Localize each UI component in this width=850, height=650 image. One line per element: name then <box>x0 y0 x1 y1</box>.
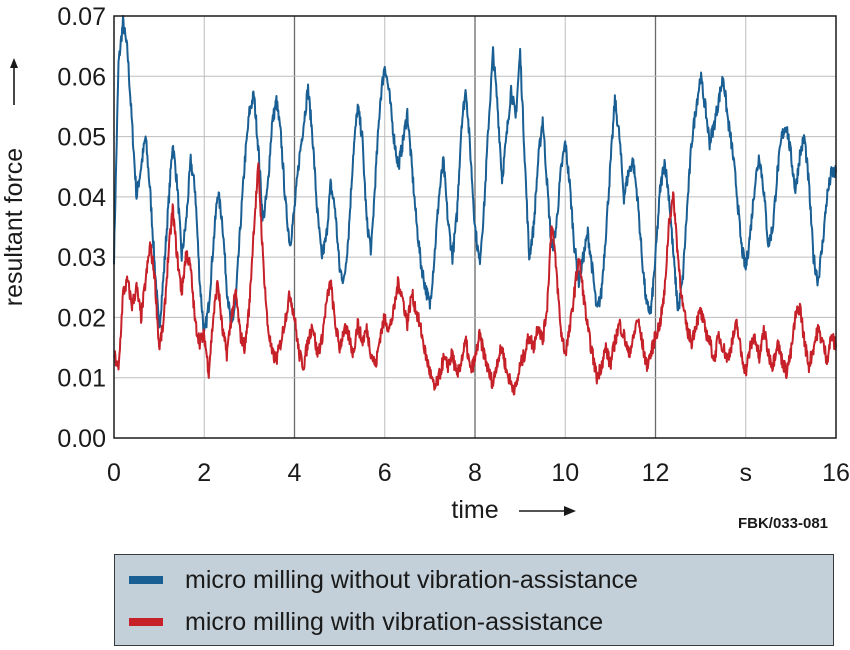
legend-label: micro milling with vibration-assistance <box>185 607 604 636</box>
x-tick-label: 8 <box>468 459 482 487</box>
x-tick-label: s <box>740 459 753 487</box>
x-tick-label: 4 <box>288 459 302 487</box>
y-tick-labels: 0.00 0.01 0.02 0.03 0.04 0.05 0.06 0.07 <box>57 3 106 453</box>
force-time-chart: 0.00 0.01 0.02 0.03 0.04 0.05 0.06 0.07 0 2 4 6 8 10… <box>0 3 850 532</box>
x-axis-arrow <box>519 506 576 516</box>
x-tick-label: 6 <box>378 459 392 487</box>
legend-item-with-vibration: micro milling with vibration-assistance <box>129 607 603 637</box>
legend-item-without-vibration: micro milling without vibration-assistan… <box>129 565 638 595</box>
y-axis-title: resultant force <box>0 148 28 306</box>
x-tick-label: 0 <box>107 459 121 487</box>
y-tick-label: 0.04 <box>57 184 106 212</box>
y-tick-label: 0.07 <box>57 3 106 31</box>
legend-label: micro milling without vibration-assistan… <box>185 565 638 594</box>
x-axis-title: time <box>451 496 498 524</box>
series-lines <box>113 14 837 396</box>
x-tick-label: 2 <box>197 459 211 487</box>
legend-swatch-blue <box>129 576 163 584</box>
figure-code: FBK/033-081 <box>738 515 828 532</box>
y-axis-arrow <box>10 58 18 105</box>
series-line-with-vibration <box>113 162 837 396</box>
grid-lines <box>114 16 836 438</box>
legend-swatch-red <box>129 618 163 626</box>
y-tick-label: 0.02 <box>57 304 106 332</box>
y-tick-label: 0.01 <box>57 365 106 393</box>
y-tick-label: 0.05 <box>57 124 106 152</box>
x-tick-label: 10 <box>551 459 579 487</box>
legend: micro milling without vibration-assistan… <box>114 554 834 646</box>
x-tick-labels: 0 2 4 6 8 10 12 s 16 <box>107 459 850 487</box>
x-tick-label: 12 <box>642 459 670 487</box>
x-tick-label: 16 <box>822 459 850 487</box>
plot-frame <box>113 15 837 439</box>
y-tick-label: 0.03 <box>57 244 106 272</box>
y-tick-label: 0.00 <box>57 425 106 453</box>
y-tick-label: 0.06 <box>57 63 106 91</box>
